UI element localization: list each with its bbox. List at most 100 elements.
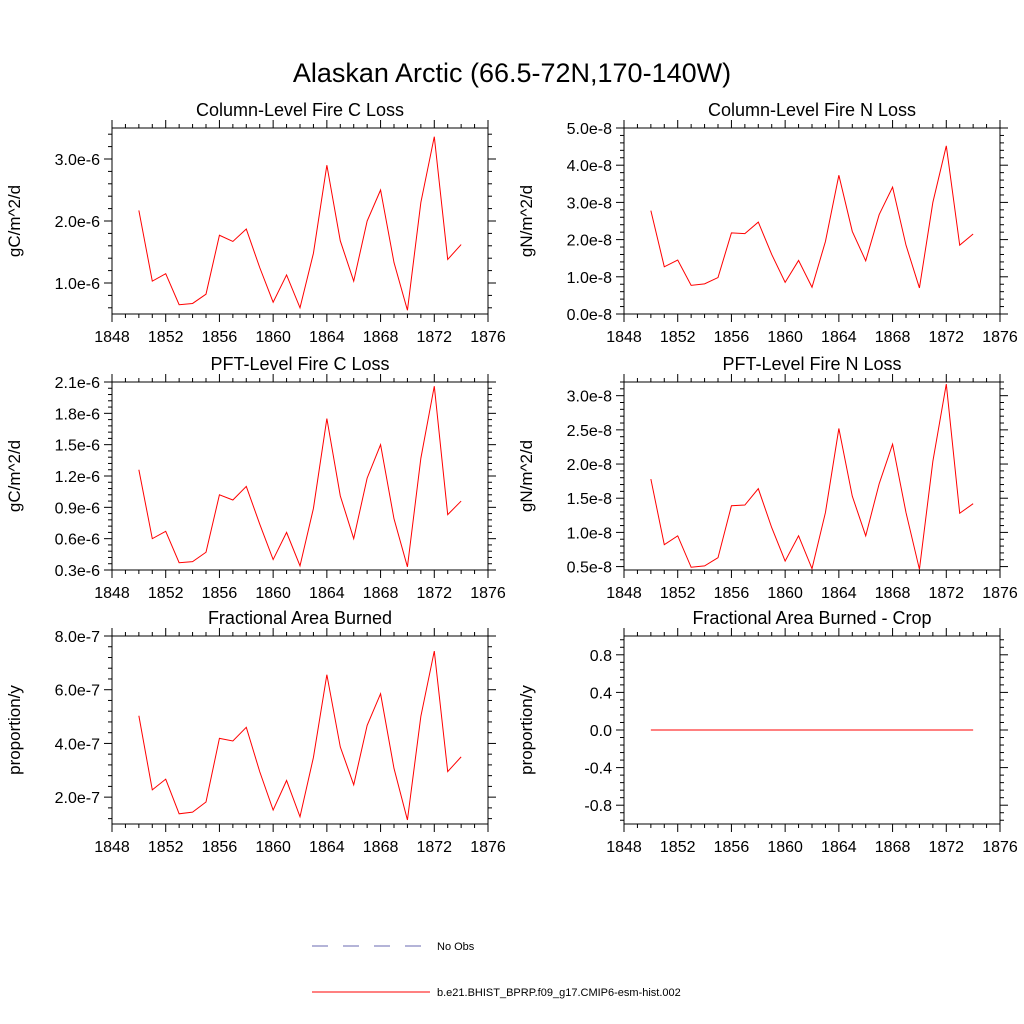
x-tick-label: 1852 [148,839,184,856]
panel-6: Fractional Area Burned - Crop proportion/… [517,608,1018,856]
x-tick-label: 1876 [982,585,1018,602]
x-tick-label: 1860 [767,585,803,602]
x-tick-label: 1860 [255,839,291,856]
x-tick-label: 1876 [470,839,506,856]
x-tick-label: 1872 [928,839,964,856]
series-line [138,650,462,821]
legend-label-1: No Obs [437,941,475,953]
panel-title: PFT-Level Fire C Loss [210,354,389,374]
x-tick-label: 1848 [606,839,642,856]
panel-3: PFT-Level Fire C Loss gC/m^2/d 1848 1852 185… [5,354,506,602]
x-tick-label: 1868 [875,329,911,346]
y-tick-label: 8.0e-7 [55,629,100,646]
x-tick-label: 1872 [416,839,452,856]
x-tick-label: 1872 [928,329,964,346]
y-tick-label: 2.0e-6 [55,214,100,231]
y-axis-label: gN/m^2/d [517,185,536,257]
series-line [138,386,462,568]
y-tick-label: 2.0e-8 [567,233,612,250]
panel-title: Fractional Area Burned [208,608,392,628]
y-tick-label: 1.5e-8 [567,491,612,508]
x-tick-label: 1868 [875,585,911,602]
panel-4: PFT-Level Fire N Loss gN/m^2/d 1848 1852 185… [517,354,1018,602]
series-line [138,136,462,311]
y-tick-label: -0.8 [584,798,612,815]
panel-5: Fractional Area Burned proportion/y 1848 18… [5,608,506,856]
y-tick-label: 1.0e-8 [567,525,612,542]
panel-title: PFT-Level Fire N Loss [722,354,901,374]
y-tick-label: 5.0e-8 [567,121,612,138]
plot-frame [111,127,489,315]
y-tick-label: 3.0e-8 [567,389,612,406]
y-axis-label: proportion/y [517,685,536,775]
y-tick-label: 0.9e-6 [55,500,100,517]
y-axis-label: proportion/y [5,685,24,775]
x-tick-label: 1864 [309,585,345,602]
x-tick-label: 1864 [821,329,857,346]
x-tick-label: 1848 [94,329,130,346]
panels-group: Column-Level Fire C Loss gC/m^2/d 1848 1852… [5,100,1018,856]
x-tick-label: 1860 [255,585,291,602]
x-tick-label: 1852 [148,329,184,346]
x-tick-label: 1848 [606,585,642,602]
x-tick-label: 1852 [660,585,696,602]
x-tick-label: 1860 [767,329,803,346]
y-tick-label: 4.0e-8 [567,158,612,175]
series-line [650,145,974,289]
x-tick-label: 1872 [416,329,452,346]
x-tick-label: 1876 [982,839,1018,856]
x-tick-label: 1852 [660,329,696,346]
x-tick-label: 1876 [982,329,1018,346]
panel-title: Column-Level Fire C Loss [196,100,404,120]
x-tick-label: 1868 [363,585,399,602]
x-tick-label: 1856 [714,839,750,856]
legend-label-2: b.e21.BHIST_BPRP.f09_g17.CMIP6-esm-hist.… [437,987,681,999]
y-tick-label: 2.0e-7 [55,790,100,807]
x-tick-label: 1868 [875,839,911,856]
y-tick-label: 0.0e-8 [567,307,612,324]
x-tick-label: 1864 [821,585,857,602]
y-tick-label: 0.4 [590,685,612,702]
y-tick-label: 2.0e-8 [567,457,612,474]
y-tick-label: 1.2e-6 [55,469,100,486]
x-tick-label: 1848 [94,839,130,856]
x-tick-label: 1860 [255,329,291,346]
legend: No Obs b.e21.BHIST_BPRP.f09_g17.CMIP6-esm… [312,941,681,999]
y-tick-label: 1.5e-6 [55,438,100,455]
x-tick-label: 1856 [714,585,750,602]
x-tick-label: 1872 [416,585,452,602]
y-tick-label: 1.8e-6 [55,406,100,423]
y-axis-label: gC/m^2/d [5,440,24,512]
x-tick-label: 1856 [714,329,750,346]
x-tick-label: 1864 [309,839,345,856]
y-tick-label: 4.0e-7 [55,736,100,753]
y-tick-label: 3.0e-8 [567,195,612,212]
x-tick-label: 1848 [606,329,642,346]
y-tick-label: 0.8 [590,648,612,665]
y-tick-label: 1.0e-6 [55,276,100,293]
x-tick-label: 1856 [202,839,238,856]
panel-title: Fractional Area Burned - Crop [692,608,931,628]
x-tick-label: 1852 [148,585,184,602]
x-tick-label: 1860 [767,839,803,856]
y-tick-label: 0.5e-8 [567,560,612,577]
figure-title: Alaskan Arctic (66.5-72N,170-140W) [293,58,731,88]
plot-frame [111,381,489,571]
x-tick-label: 1852 [660,839,696,856]
panel-title: Column-Level Fire N Loss [708,100,916,120]
y-tick-label: 3.0e-6 [55,152,100,169]
y-axis-label: gN/m^2/d [517,440,536,512]
series-line [650,383,974,571]
y-tick-label: 1.0e-8 [567,270,612,287]
x-tick-label: 1876 [470,329,506,346]
x-tick-label: 1856 [202,585,238,602]
y-tick-label: -0.4 [584,761,612,778]
y-tick-label: 0.6e-6 [55,532,100,549]
x-tick-label: 1876 [470,585,506,602]
y-axis-label: gC/m^2/d [5,185,24,257]
y-tick-label: 6.0e-7 [55,683,100,700]
x-tick-label: 1864 [821,839,857,856]
x-tick-label: 1864 [309,329,345,346]
y-tick-label: 0.0 [590,723,612,740]
